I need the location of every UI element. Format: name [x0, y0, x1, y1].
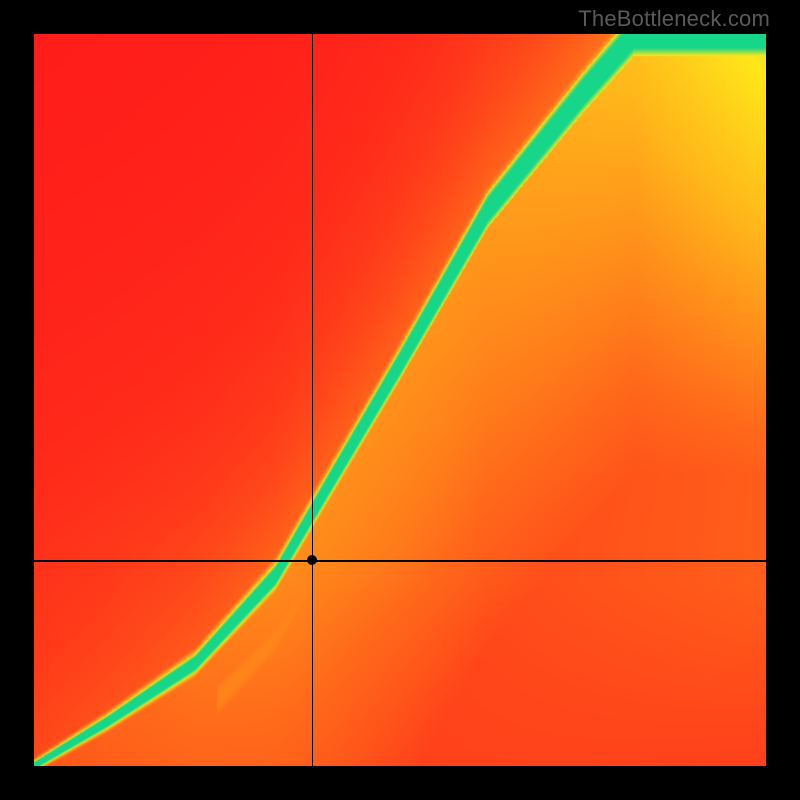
- heatmap-canvas: [34, 34, 766, 766]
- crosshair-vertical: [312, 34, 314, 766]
- chart-container: TheBottleneck.com: [0, 0, 800, 800]
- heatmap-plot: [34, 34, 766, 766]
- crosshair-horizontal: [34, 560, 766, 562]
- watermark-text: TheBottleneck.com: [578, 6, 770, 32]
